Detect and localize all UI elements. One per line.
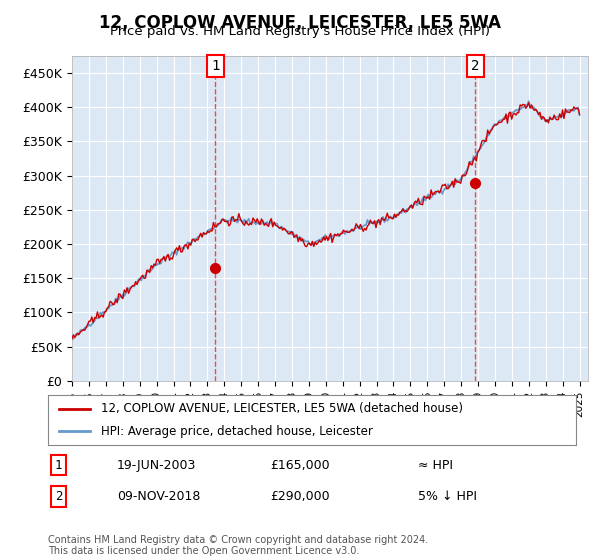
Text: £290,000: £290,000	[270, 490, 329, 503]
Text: Contains HM Land Registry data © Crown copyright and database right 2024.
This d: Contains HM Land Registry data © Crown c…	[48, 535, 428, 557]
Text: 19-JUN-2003: 19-JUN-2003	[116, 459, 196, 472]
Text: 1: 1	[211, 59, 220, 73]
Text: Price paid vs. HM Land Registry's House Price Index (HPI): Price paid vs. HM Land Registry's House …	[110, 25, 490, 38]
Text: 09-NOV-2018: 09-NOV-2018	[116, 490, 200, 503]
Text: 2: 2	[55, 490, 62, 503]
Text: 12, COPLOW AVENUE, LEICESTER, LE5 5WA (detached house): 12, COPLOW AVENUE, LEICESTER, LE5 5WA (d…	[101, 403, 463, 416]
Text: HPI: Average price, detached house, Leicester: HPI: Average price, detached house, Leic…	[101, 424, 373, 437]
Text: £165,000: £165,000	[270, 459, 329, 472]
Text: 5% ↓ HPI: 5% ↓ HPI	[418, 490, 476, 503]
Text: 12, COPLOW AVENUE, LEICESTER, LE5 5WA: 12, COPLOW AVENUE, LEICESTER, LE5 5WA	[99, 14, 501, 32]
Text: ≈ HPI: ≈ HPI	[418, 459, 452, 472]
Text: 2: 2	[472, 59, 479, 73]
Text: 1: 1	[55, 459, 62, 472]
